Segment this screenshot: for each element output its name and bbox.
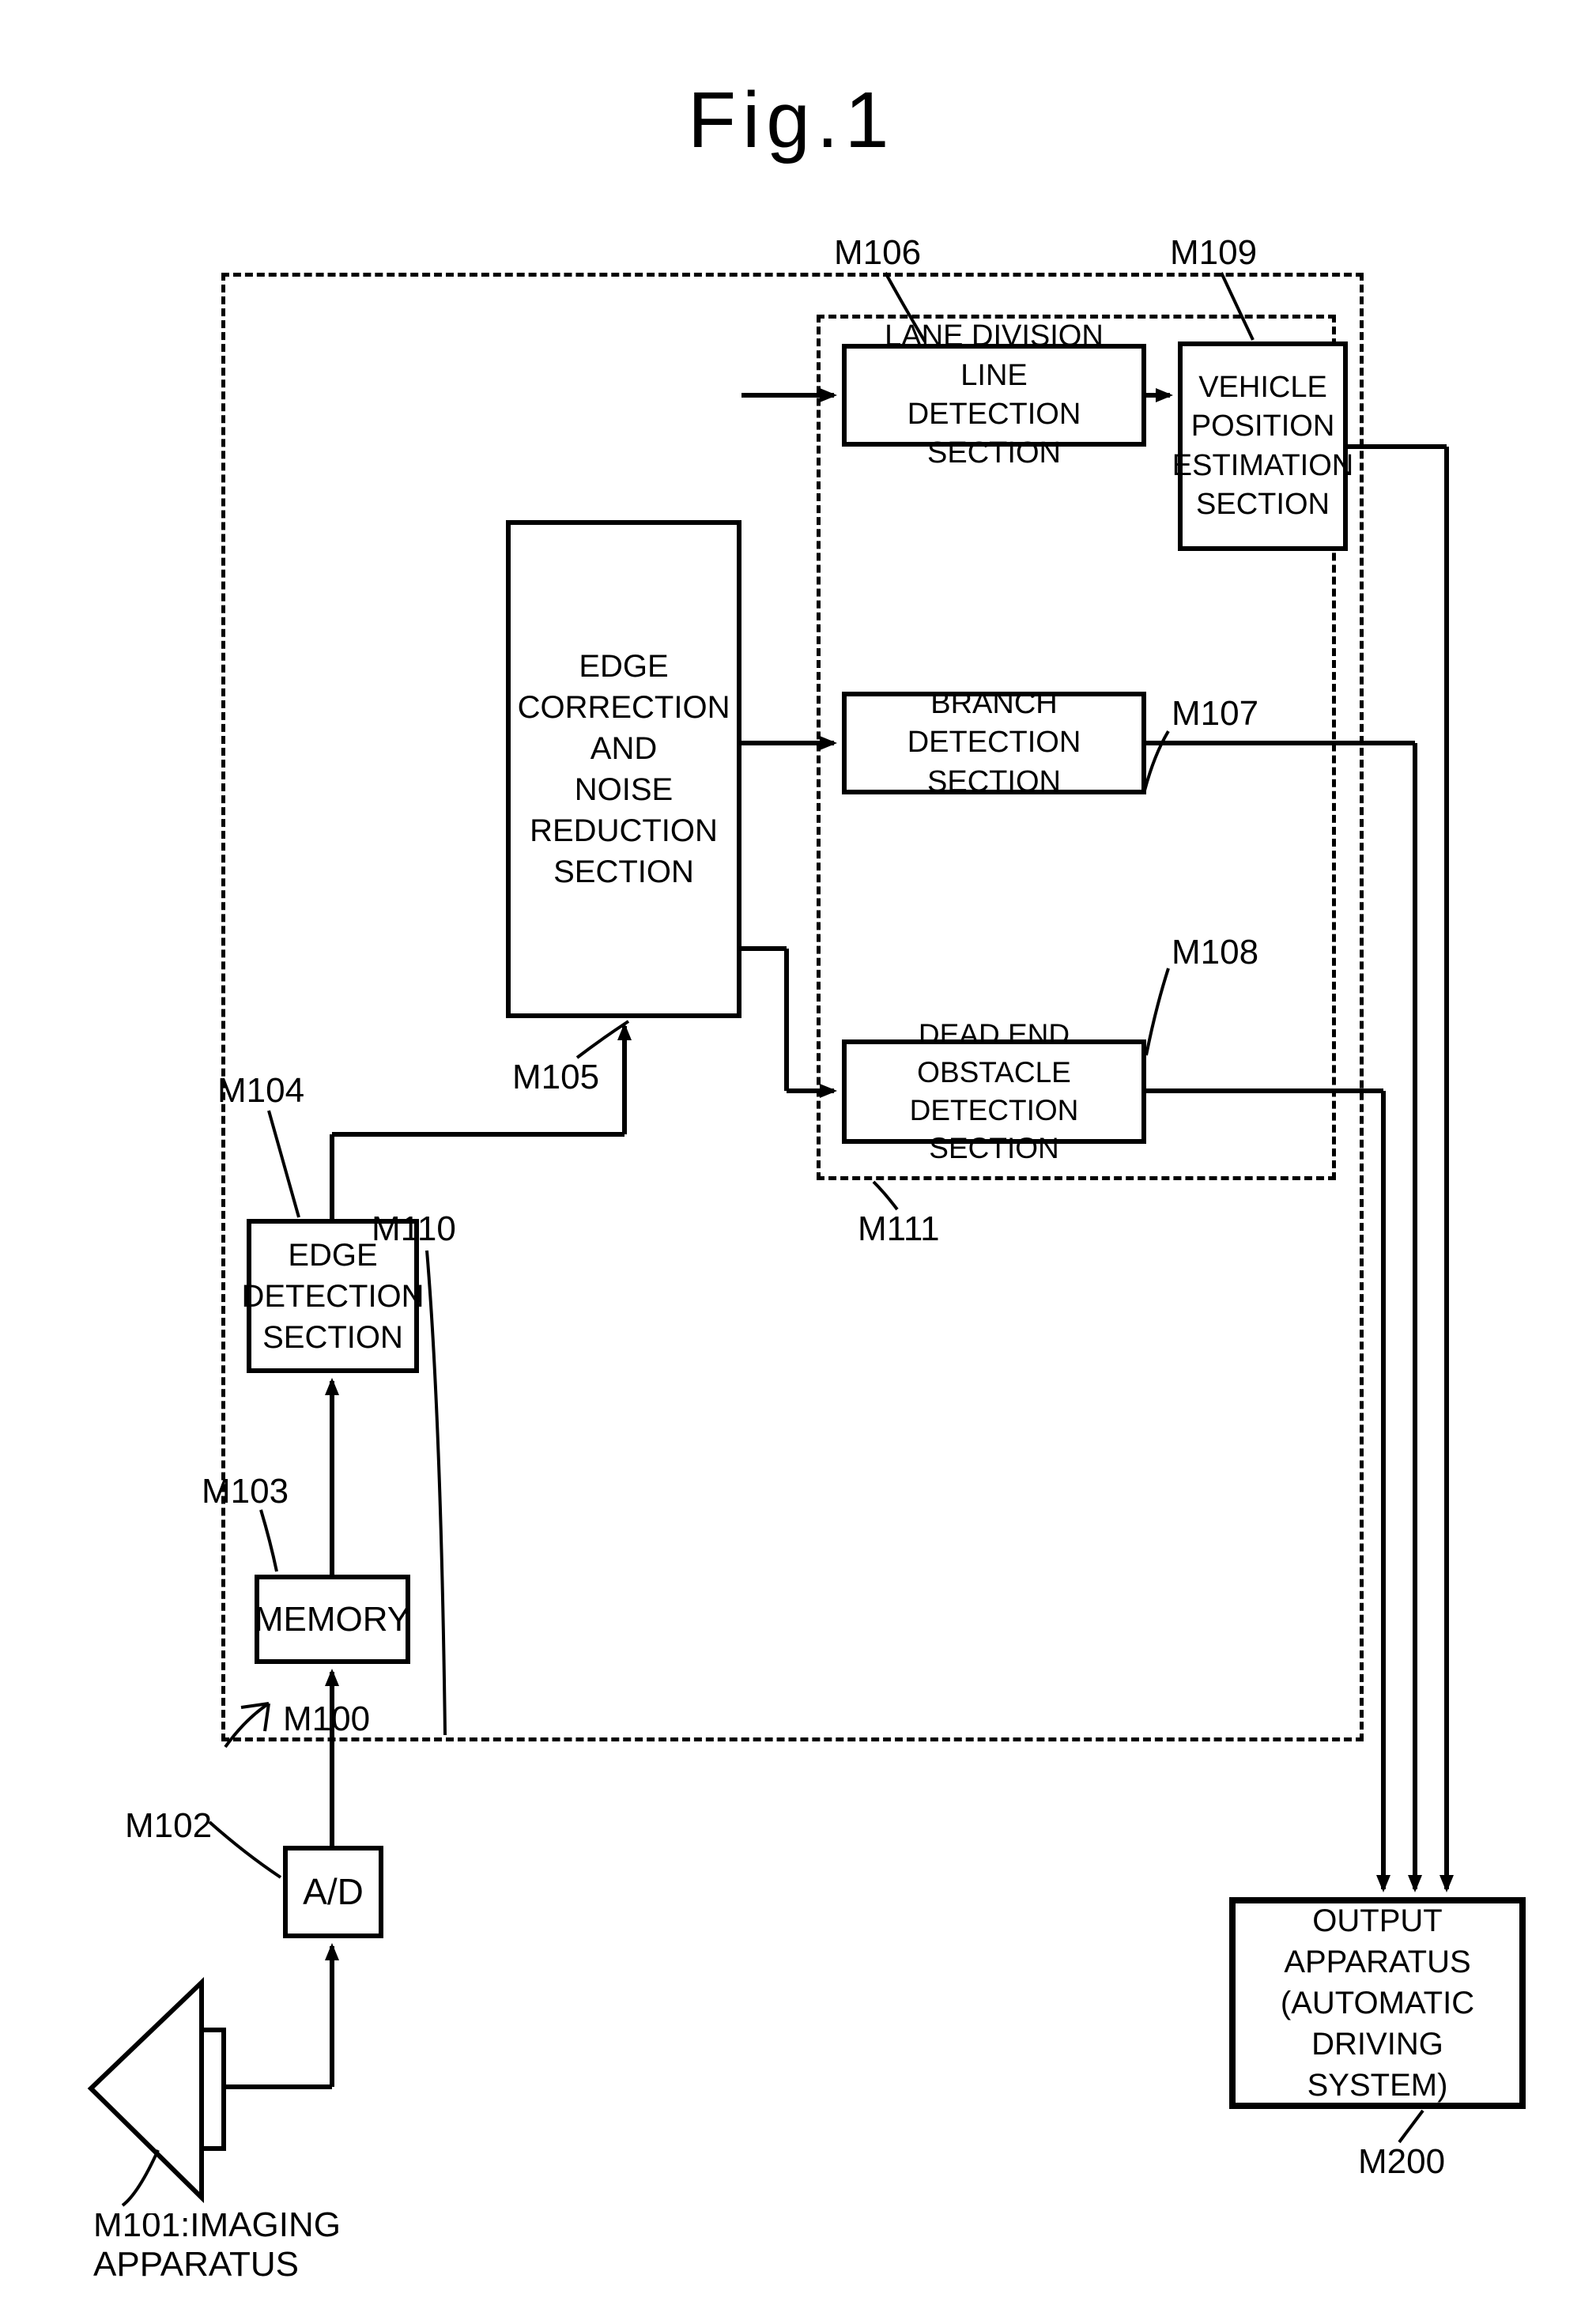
l-m109: M109 <box>1170 233 1257 273</box>
v5: Fig.1 A/D MEMORY EDGE DETECTION SECTION … <box>0 0 1581 2324</box>
b-veh: VEHICLE POSITION ESTIMATION SECTION <box>1178 341 1348 551</box>
tx-out: OUTPUT APPARATUS (AUTOMATIC DRIVING SYST… <box>1243 1900 1511 2106</box>
b-dead: DEAD END OBSTACLE DETECTION SECTION <box>842 1039 1146 1144</box>
b-ecor: EDGE CORRECTION AND NOISE REDUCTION SECT… <box>506 520 741 1018</box>
l-m102: M102 <box>125 1806 212 1846</box>
tx-dead: DEAD END OBSTACLE DETECTION SECTION <box>855 1016 1134 1168</box>
l-m108: M108 <box>1172 933 1258 972</box>
tx-ecor: EDGE CORRECTION AND NOISE REDUCTION SECT… <box>518 646 730 892</box>
l-m101: M101:IMAGING APPARATUS <box>93 2205 341 2284</box>
b-branch: BRANCH DETECTION SECTION <box>842 692 1146 794</box>
tx-mem: MEMORY <box>255 1597 410 1642</box>
tx-ad: A/D <box>303 1869 364 1916</box>
title-v5: Fig.1 <box>688 75 895 166</box>
b-lane: LANE DIVISION LINE DETECTION SECTION <box>842 344 1146 447</box>
l-m107: M107 <box>1172 694 1258 734</box>
l-m104: M104 <box>217 1071 304 1111</box>
l-m103: M103 <box>202 1472 289 1511</box>
tx-veh: VEHICLE POSITION ESTIMATION SECTION <box>1172 368 1353 525</box>
l-m100: M100 <box>283 1700 370 1739</box>
b-mem: MEMORY <box>255 1575 410 1664</box>
b-out: OUTPUT APPARATUS (AUTOMATIC DRIVING SYST… <box>1229 1897 1526 2109</box>
tx-branch: BRANCH DETECTION SECTION <box>855 685 1134 802</box>
b-ad: A/D <box>283 1846 383 1938</box>
l-m106: M106 <box>834 233 921 273</box>
l-m200: M200 <box>1358 2142 1445 2182</box>
tx-edet: EDGE DETECTION SECTION <box>241 1235 424 1358</box>
l-m110: M110 <box>372 1209 456 1249</box>
l-m111: M111 <box>858 1209 940 1249</box>
tx-lane: LANE DIVISION LINE DETECTION SECTION <box>855 317 1134 473</box>
l-m105: M105 <box>512 1058 599 1097</box>
